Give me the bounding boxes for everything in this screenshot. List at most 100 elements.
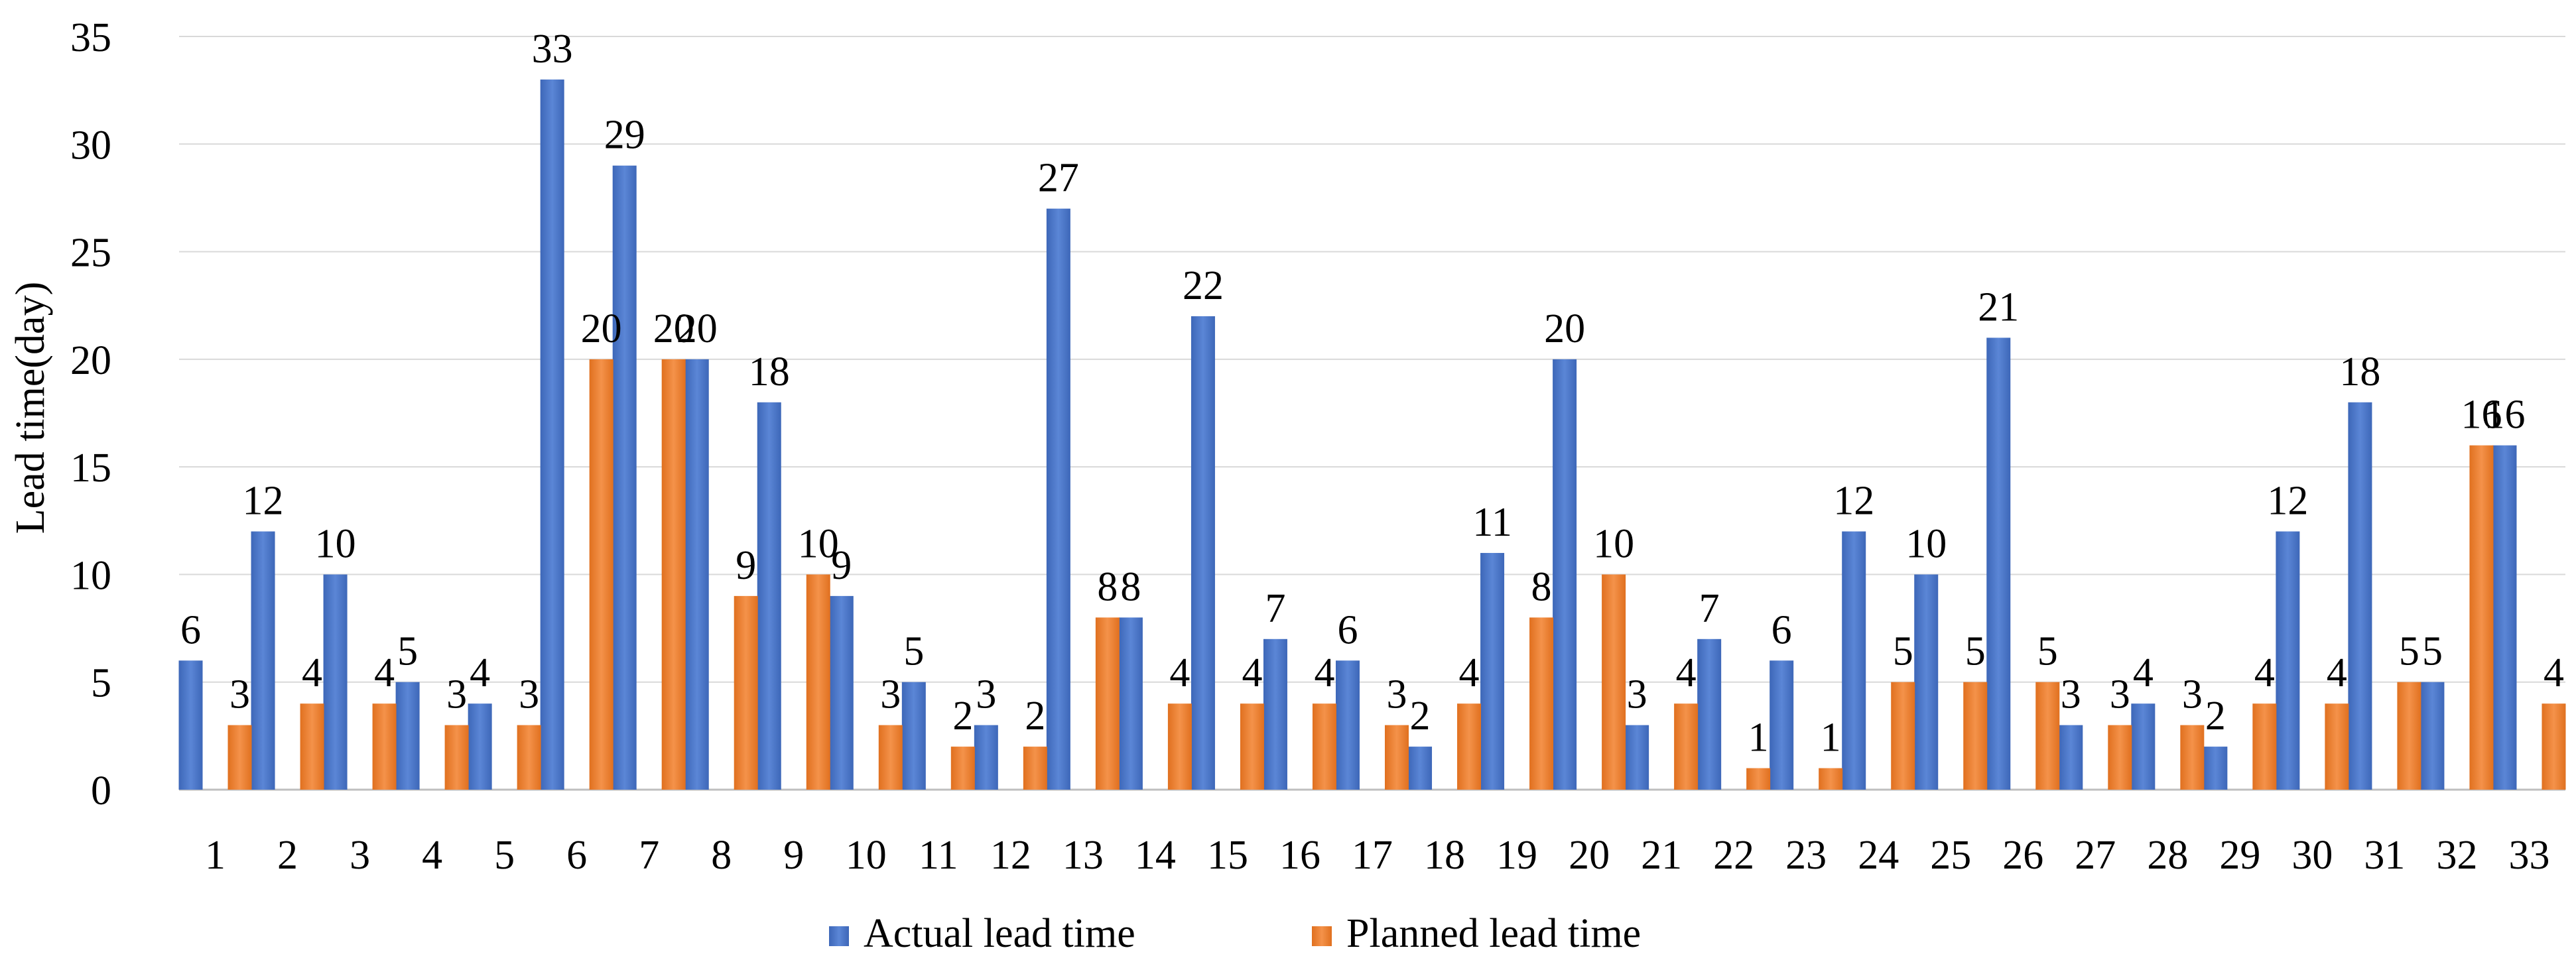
actual-value-label: 4 <box>2133 650 2154 696</box>
x-tick-label: 20 <box>1569 833 1610 878</box>
actual-bar <box>2492 445 2517 790</box>
planned-value-label: 3 <box>446 672 467 717</box>
actual-bar <box>1770 660 1794 790</box>
x-tick-label: 30 <box>2291 833 2333 878</box>
planned-value-label: 4 <box>302 650 322 696</box>
x-tick-label: 2 <box>277 833 298 878</box>
planned-bar <box>950 747 975 790</box>
planned-bar <box>2035 682 2060 790</box>
x-axis-ticks: 1 2 3 4 5 6 7 8 9 10 11 12 13 14 15 16 17 18 19 20 21 22 23 24 2… <box>205 833 2549 878</box>
x-tick-label: 6 <box>566 833 587 878</box>
y-tick-label: 0 <box>91 768 111 814</box>
planned-value-label: 20 <box>653 306 694 351</box>
planned-bar <box>661 359 686 790</box>
actual-value-label: 10 <box>315 521 356 566</box>
actual-value-label: 10 <box>1905 521 1947 566</box>
planned-value-label: 4 <box>2254 650 2275 696</box>
x-tick-label: 31 <box>2364 833 2405 878</box>
planned-value-label: 1 <box>1821 715 1841 760</box>
x-tick-label: 19 <box>1496 833 1537 878</box>
actual-bar <box>1118 617 1143 790</box>
planned-value-label: 1 <box>1748 715 1769 760</box>
planned-value-label: 10 <box>798 521 839 566</box>
actual-value-label: 5 <box>2422 629 2443 674</box>
x-tick-label: 23 <box>1785 833 1827 878</box>
actual-bar <box>757 402 781 790</box>
x-tick-label: 17 <box>1352 833 1393 878</box>
planned-value-label: 3 <box>229 672 250 717</box>
actual-bar <box>178 660 203 790</box>
planned-bar <box>1167 703 1192 790</box>
x-tick-label: 24 <box>1858 833 1899 878</box>
x-tick-label: 32 <box>2436 833 2477 878</box>
bars <box>178 79 2566 790</box>
actual-bar <box>251 531 275 790</box>
x-tick-label: 5 <box>494 833 515 878</box>
x-tick-label: 4 <box>422 833 442 878</box>
actual-value-label: 9 <box>831 543 852 588</box>
y-axis-ticks: 0 5 10 15 20 25 30 35 <box>70 15 111 814</box>
planned-bar <box>1891 682 1915 790</box>
planned-bar <box>2108 725 2132 790</box>
actual-bar <box>1263 638 1287 790</box>
planned-bar <box>372 703 397 790</box>
planned-value-label: 8 <box>1531 564 1552 609</box>
planned-value-label: 9 <box>736 543 756 588</box>
actual-bar <box>1408 747 1433 790</box>
actual-bar <box>540 79 564 790</box>
x-tick-label: 1 <box>205 833 225 878</box>
planned-bar <box>2542 703 2566 790</box>
legend-swatch-actual <box>829 926 849 946</box>
y-tick-label: 35 <box>70 15 111 60</box>
planned-value-label: 3 <box>2110 672 2130 717</box>
actual-value-label: 3 <box>1627 672 1647 717</box>
actual-bar <box>1191 316 1215 790</box>
x-tick-label: 3 <box>350 833 370 878</box>
actual-bar <box>1046 208 1070 790</box>
actual-bar <box>1625 725 1649 790</box>
actual-bar <box>1697 638 1722 790</box>
planned-bar <box>734 595 758 790</box>
actual-bar <box>901 682 926 790</box>
planned-bar <box>300 703 324 790</box>
planned-value-label: 10 <box>1593 521 1634 566</box>
actual-value-label: 18 <box>2339 349 2380 395</box>
planned-bar <box>444 725 469 790</box>
actual-value-label: 29 <box>604 113 645 158</box>
planned-bar <box>2180 725 2205 790</box>
actual-bar <box>612 165 637 790</box>
actual-value-label: 11 <box>1472 500 1512 545</box>
actual-value-label: 7 <box>1265 586 1285 631</box>
planned-value-label: 5 <box>1965 629 1986 674</box>
planned-bar <box>227 725 252 790</box>
planned-bar <box>589 359 613 790</box>
actual-value-label: 2 <box>1410 694 1431 739</box>
actual-bar <box>2276 531 2300 790</box>
actual-bar <box>684 359 709 790</box>
planned-value-label: 4 <box>1242 650 1262 696</box>
actual-value-label: 21 <box>1978 284 2019 330</box>
x-tick-label: 8 <box>711 833 732 878</box>
actual-value-label: 3 <box>976 672 996 717</box>
planned-bar <box>1240 703 1264 790</box>
planned-bar <box>2252 703 2277 790</box>
x-tick-label: 10 <box>846 833 887 878</box>
actual-bar <box>2348 402 2372 790</box>
planned-value-label: 4 <box>1676 650 1697 696</box>
planned-value-label: 5 <box>2037 629 2058 674</box>
actual-value-label: 20 <box>676 306 718 351</box>
x-tick-label: 11 <box>919 833 958 878</box>
actual-bar <box>2131 703 2156 790</box>
planned-bar <box>1674 703 1699 790</box>
x-tick-label: 14 <box>1135 833 1176 878</box>
actual-value-label: 2 <box>2205 694 2226 739</box>
x-tick-label: 21 <box>1641 833 1682 878</box>
gridlines <box>179 36 2565 791</box>
y-tick-label: 20 <box>70 338 111 383</box>
planned-value-label: 16 <box>2461 393 2502 438</box>
actual-bar <box>468 703 492 790</box>
y-axis-title: Lead time(day) <box>8 282 53 534</box>
actual-bar <box>2420 682 2445 790</box>
x-tick-label: 9 <box>783 833 804 878</box>
actual-bar <box>2203 747 2228 790</box>
